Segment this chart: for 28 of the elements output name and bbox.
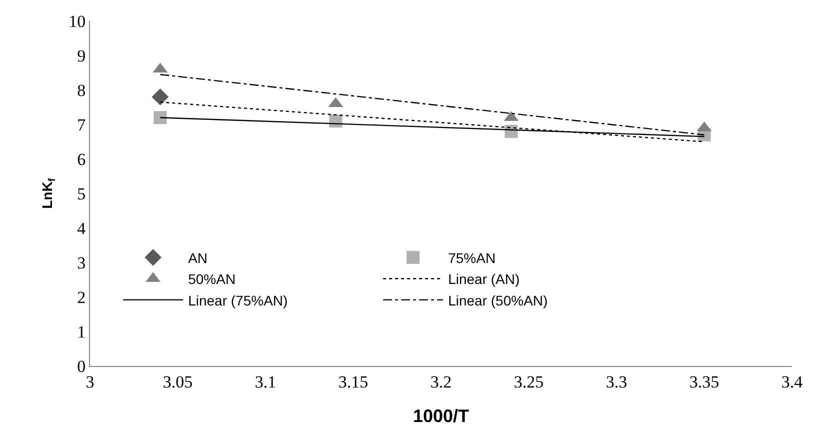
x-tick-label: 3.1 [254, 372, 276, 392]
x-tick-label: 3.35 [689, 372, 720, 392]
legend-label: Linear (50%AN) [448, 292, 548, 308]
legend-label: Linear (AN) [448, 271, 520, 288]
x-tick-label: 3.05 [162, 372, 193, 392]
x-tick-label: 3.15 [338, 372, 368, 392]
legend-label: 50%AN [188, 271, 236, 288]
x-axis-title: 1000/T [412, 406, 470, 426]
x-tick-label: 3.2 [430, 372, 452, 392]
y-tick-label: 3 [77, 253, 86, 272]
point [152, 88, 169, 106]
y-tick-label: 6 [77, 150, 86, 169]
x-tick-label: 3.4 [781, 372, 804, 392]
y-tick-label: 4 [77, 218, 86, 238]
y-tick-label: 1 [77, 322, 86, 342]
y-tick-label: 9 [77, 46, 86, 66]
y-tick-label: 5 [77, 184, 86, 204]
y-tick-label: 10 [68, 12, 86, 31]
legend-label: AN [188, 250, 208, 266]
legend-label: Linear (75%AN) [188, 292, 288, 308]
y-tick-label: 0 [77, 356, 86, 376]
y-tick-label: 2 [77, 288, 86, 307]
legend-label: 75%AN [448, 250, 496, 266]
x-tick-label: 3.25 [514, 372, 544, 392]
x-tick-label: 3.3 [606, 372, 628, 392]
y-tick-label: 8 [77, 80, 86, 100]
point [154, 111, 167, 124]
y-tick-label: 7 [77, 115, 86, 134]
